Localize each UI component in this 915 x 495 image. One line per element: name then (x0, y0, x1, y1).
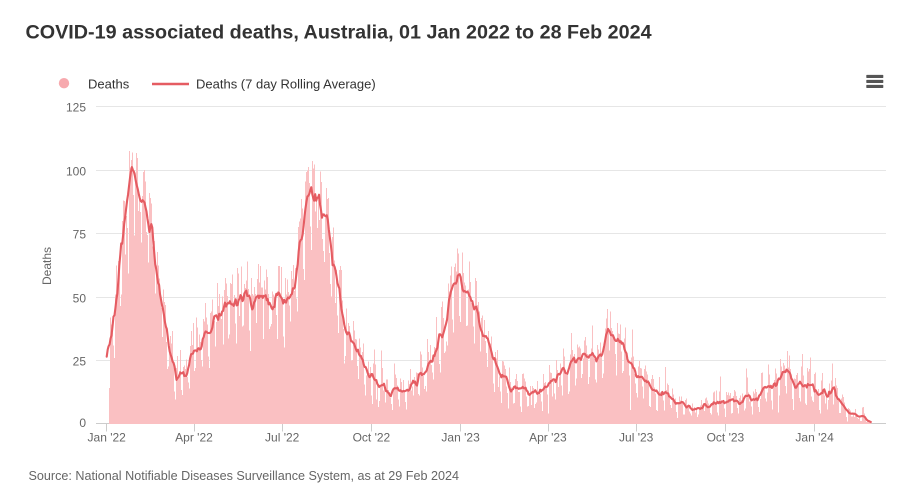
svg-text:Source: National Notifiable Di: Source: National Notifiable Diseases Sur… (29, 469, 460, 483)
svg-text:Deaths (7 day Rolling Average): Deaths (7 day Rolling Average) (196, 77, 376, 92)
svg-text:75: 75 (73, 228, 87, 242)
svg-text:125: 125 (66, 101, 86, 115)
svg-text:Jul '23: Jul '23 (619, 431, 654, 445)
svg-text:COVID-19 associated deaths, Au: COVID-19 associated deaths, Australia, 0… (26, 22, 652, 44)
svg-text:Deaths: Deaths (40, 247, 54, 285)
svg-text:Apr '23: Apr '23 (529, 431, 567, 445)
svg-text:Jan '23: Jan '23 (441, 431, 480, 445)
svg-text:Oct '23: Oct '23 (707, 431, 745, 445)
svg-text:25: 25 (73, 355, 87, 369)
svg-text:100: 100 (66, 165, 86, 179)
svg-text:0: 0 (79, 416, 86, 430)
svg-text:Oct '22: Oct '22 (353, 431, 391, 445)
svg-text:Apr '22: Apr '22 (175, 431, 213, 445)
svg-text:Jan '24: Jan '24 (795, 431, 834, 445)
svg-text:Jul '22: Jul '22 (265, 431, 300, 445)
svg-text:50: 50 (73, 292, 87, 306)
svg-text:Jan '22: Jan '22 (88, 431, 127, 445)
svg-text:Deaths: Deaths (88, 77, 130, 92)
